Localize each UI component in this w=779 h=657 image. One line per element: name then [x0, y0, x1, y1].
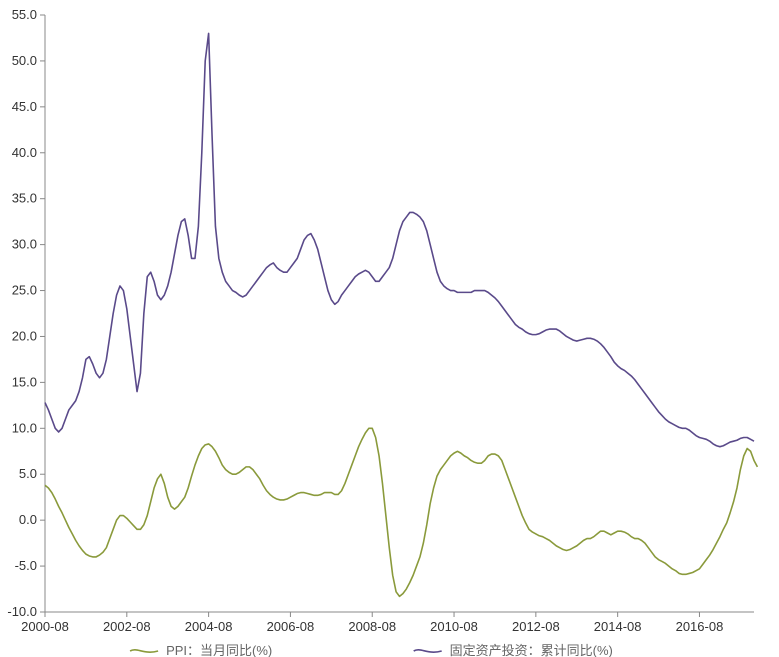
x-tick-label: 2016-08	[676, 619, 724, 634]
y-tick-label: 45.0	[12, 99, 37, 114]
y-tick-label: 40.0	[12, 145, 37, 160]
y-tick-label: 15.0	[12, 374, 37, 389]
x-tick-label: 2006-08	[267, 619, 315, 634]
y-tick-label: 35.0	[12, 191, 37, 206]
y-tick-label: 50.0	[12, 53, 37, 68]
legend-label: PPI：当月同比(%)	[166, 643, 272, 657]
x-tick-label: 2008-08	[348, 619, 396, 634]
x-tick-label: 2014-08	[594, 619, 642, 634]
legend-label: 固定资产投资：累计同比(%)	[450, 643, 613, 657]
line-chart: -10.0 -5.0 0.0 5.0 10.0 15.0 20.0 25.0 30.0 35.0 4…	[0, 0, 779, 657]
x-tick-label: 2012-08	[512, 619, 560, 634]
x-tick-label: 2010-08	[430, 619, 478, 634]
y-tick-label: 0.0	[19, 512, 37, 527]
x-tick-label: 2000-08	[21, 619, 69, 634]
y-tick-label: -10.0	[7, 604, 37, 619]
y-tick-label: 25.0	[12, 283, 37, 298]
y-tick-label: -5.0	[15, 558, 37, 573]
chart-bg	[0, 0, 779, 657]
y-tick-label: 55.0	[12, 7, 37, 22]
x-tick-label: 2002-08	[103, 619, 151, 634]
y-tick-label: 20.0	[12, 328, 37, 343]
y-tick-label: 10.0	[12, 420, 37, 435]
x-tick-label: 2004-08	[185, 619, 233, 634]
chart-svg: -10.0 -5.0 0.0 5.0 10.0 15.0 20.0 25.0 30.0 35.0 4…	[0, 0, 779, 657]
y-tick-label: 5.0	[19, 466, 37, 481]
y-tick-label: 30.0	[12, 237, 37, 252]
